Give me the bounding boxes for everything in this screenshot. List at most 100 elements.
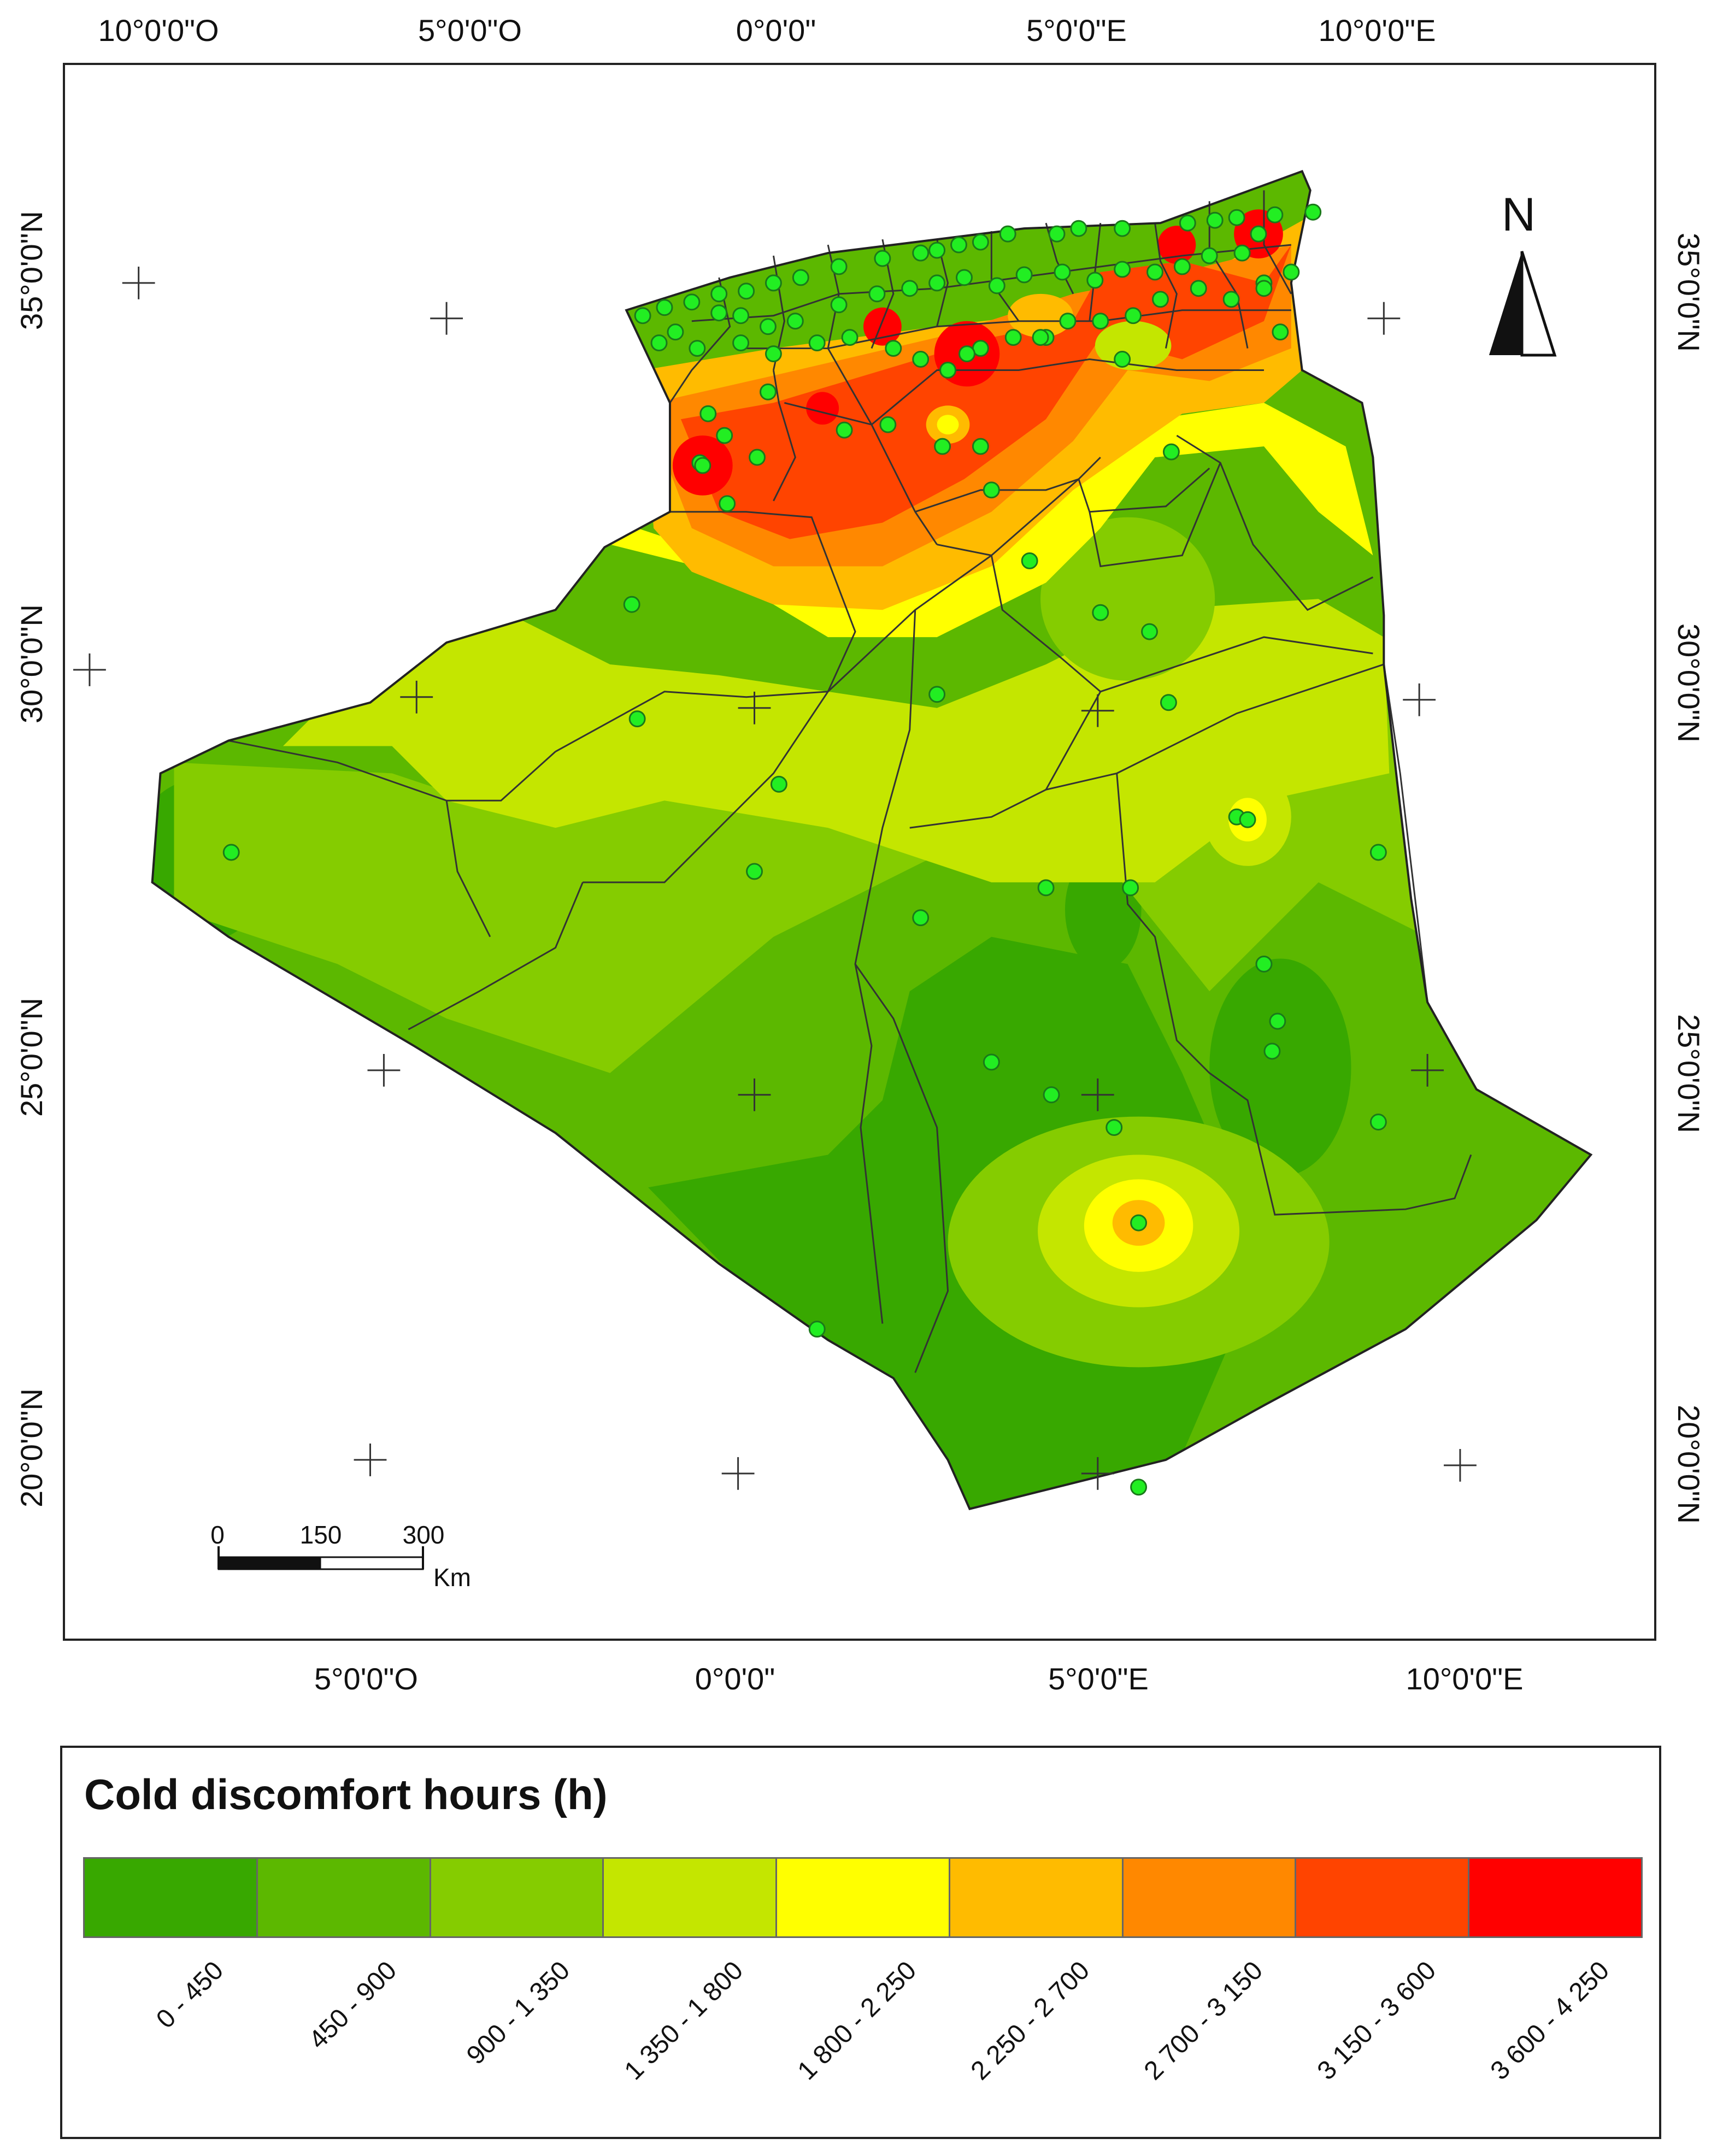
station-point <box>732 334 750 352</box>
graticule-label-right: 25°0'0"N <box>1672 1014 1706 1133</box>
station-point <box>1266 206 1284 223</box>
station-point <box>972 233 989 251</box>
graticule-label-left: 35°0'0"N <box>14 211 49 330</box>
legend-class-label: 2 700 - 3 150 <box>1138 1955 1269 2086</box>
station-point <box>746 863 763 880</box>
station-point <box>1160 694 1177 711</box>
station-point <box>901 280 919 297</box>
station-point <box>874 250 891 267</box>
station-point <box>1255 955 1273 973</box>
station-point <box>836 421 853 439</box>
legend-class-label: 3 150 - 3 600 <box>1312 1955 1442 2086</box>
legend: Cold discomfort hours (h) 0 - 450 450 - 9… <box>60 1746 1661 2139</box>
station-point <box>222 844 240 861</box>
station-point <box>699 405 717 422</box>
legend-swatch <box>950 1859 1124 1936</box>
station-point <box>1269 1012 1286 1030</box>
station-point <box>1146 263 1163 281</box>
graticule-label-bottom: 10°0'0"E <box>1406 1662 1524 1696</box>
map-canvas <box>73 170 1592 1510</box>
station-point <box>1032 329 1049 346</box>
station-point <box>885 340 902 357</box>
graticule-label-top: 5°0'0"E <box>1026 13 1127 48</box>
station-point <box>1222 291 1240 308</box>
station-point <box>928 274 946 292</box>
station-point <box>808 334 826 352</box>
station-point <box>760 318 777 335</box>
station-point <box>1114 261 1131 278</box>
station-point <box>999 225 1016 243</box>
station-point <box>1233 244 1251 262</box>
station-point <box>912 351 930 368</box>
graticule-label-top: 10°0'0"E <box>1318 13 1436 48</box>
station-point <box>656 299 673 316</box>
station-point <box>770 775 787 793</box>
station-point <box>939 361 957 379</box>
station-point <box>749 449 766 466</box>
legend-swatch <box>604 1859 778 1936</box>
station-point <box>1304 203 1322 221</box>
station-point <box>1092 604 1109 621</box>
station-point <box>1162 443 1180 461</box>
scalebar-tick-label: 150 <box>299 1521 342 1549</box>
legend-class-label: 2 250 - 2 700 <box>965 1955 1096 2086</box>
station-point <box>1239 811 1256 828</box>
station-point <box>928 686 946 703</box>
station-point <box>983 1053 1000 1071</box>
station-point <box>710 285 728 303</box>
station-point <box>1015 266 1033 284</box>
station-point <box>1004 329 1022 346</box>
station-point <box>1272 323 1289 341</box>
station-point <box>1369 1114 1387 1131</box>
station-point <box>912 909 930 927</box>
station-point <box>988 277 1005 294</box>
station-point <box>689 340 706 357</box>
station-point <box>1173 258 1191 275</box>
station-point <box>1255 280 1273 297</box>
legend-swatch <box>1123 1859 1297 1936</box>
legend-swatch <box>431 1859 604 1936</box>
legend-class-label: 450 - 900 <box>303 1955 402 2055</box>
station-point <box>956 269 973 286</box>
legend-class-label: 3 600 - 4 250 <box>1485 1955 1615 2086</box>
station-point <box>934 438 951 455</box>
legend-swatch <box>1296 1859 1470 1936</box>
scalebar-tick-label: 300 <box>402 1521 445 1549</box>
station-point <box>1130 1478 1148 1496</box>
legend-swatch <box>85 1859 258 1936</box>
station-point <box>694 457 711 474</box>
north-arrow-icon <box>1489 251 1557 357</box>
station-point <box>738 282 755 300</box>
graticule-label-right: 35°0'0"N <box>1672 233 1706 352</box>
station-point <box>912 244 930 262</box>
graticule-label-bottom: 5°0'0"O <box>314 1662 418 1696</box>
graticule-label-top: 5°0'0"O <box>418 13 522 48</box>
station-point <box>710 304 728 322</box>
station-point <box>765 274 782 292</box>
north-arrow-letter: N <box>1502 188 1536 241</box>
station-point <box>868 285 886 303</box>
scalebar-unit: Km <box>433 1563 471 1592</box>
station-point <box>830 258 848 275</box>
station-point <box>1037 879 1055 897</box>
station-point <box>1070 220 1087 237</box>
station-point <box>716 427 733 444</box>
station-point <box>1201 247 1218 264</box>
station-point <box>1105 1119 1123 1136</box>
station-point <box>1048 225 1066 243</box>
station-point <box>808 1321 826 1338</box>
station-point <box>1043 1086 1060 1104</box>
station-point <box>1369 844 1387 861</box>
station-point <box>1114 220 1131 237</box>
station-point <box>765 345 782 362</box>
station-point <box>1250 225 1267 243</box>
station-point <box>634 307 651 325</box>
station-point <box>719 495 736 513</box>
graticule-label-left: 25°0'0"N <box>14 998 49 1117</box>
station-point <box>928 241 946 259</box>
station-point <box>760 383 777 400</box>
station-point <box>1283 263 1300 281</box>
legend-color-ramp <box>83 1857 1643 1938</box>
map-frame <box>63 63 1656 1641</box>
legend-title: Cold discomfort hours (h) <box>84 1770 608 1818</box>
